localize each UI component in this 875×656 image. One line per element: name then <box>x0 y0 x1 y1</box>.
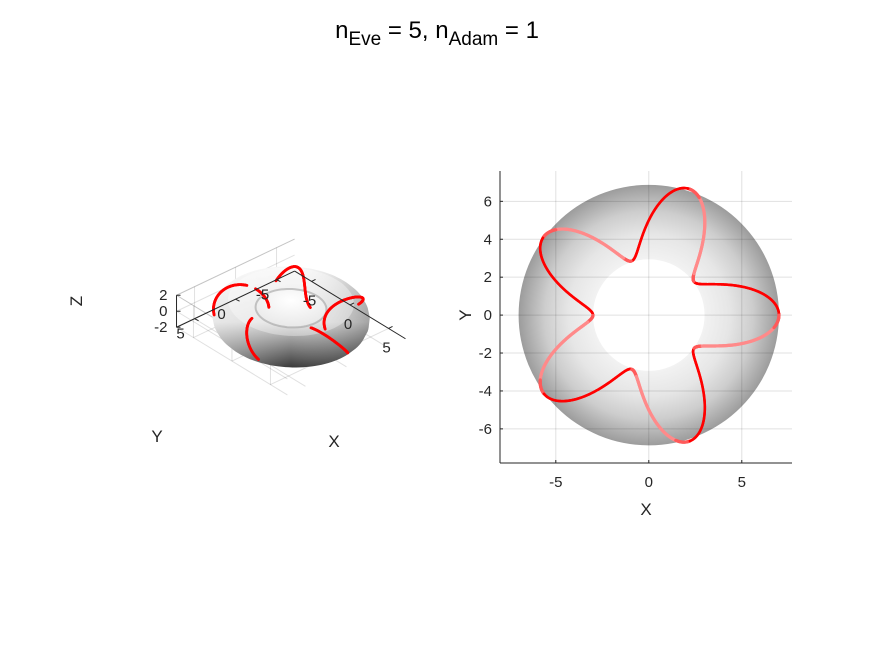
wall-gridline <box>176 326 288 396</box>
axes-3d: -505-505-202 <box>154 270 406 356</box>
x-tick-label-top: 0 <box>645 474 653 491</box>
x-tick-label-3d: 0 <box>344 316 352 333</box>
torus-hole-edge-3d <box>254 288 328 329</box>
grid-top <box>500 171 792 463</box>
figure-title: nEve = 5, nAdam = 1 <box>335 17 539 50</box>
curve-top <box>538 186 781 444</box>
y-tick-label-top: 0 <box>484 307 492 324</box>
x-axis-label-3d: X <box>328 432 339 451</box>
z-axis-label-3d: Z <box>67 296 86 306</box>
z-tick-label-3d: -2 <box>154 319 167 336</box>
y-tick-mark-3d <box>276 279 281 283</box>
x-tick-mark-3d <box>311 278 316 282</box>
torus-3d-plot: -505-505-202 X Y Z <box>67 238 406 451</box>
x-tick-label-top: 5 <box>738 474 746 491</box>
y-tick-label-3d: -5 <box>256 287 269 304</box>
y-tick-mark-3d <box>235 298 240 302</box>
title-part: = 5, n <box>381 17 448 44</box>
x-tick-label-top: -5 <box>549 474 562 491</box>
title-subscript-adam: Adam <box>449 29 499 50</box>
title-part: = 1 <box>498 17 539 44</box>
torus-hole-3d <box>255 289 327 328</box>
x-tick-mark-3d <box>349 302 355 306</box>
torus-ring-top <box>518 184 779 446</box>
y-tick-label-top: -6 <box>479 421 492 438</box>
wall-edge <box>176 238 295 296</box>
z-tick-label-3d: 0 <box>159 303 167 320</box>
x-tick-label-3d: 5 <box>382 339 390 356</box>
y-axis-line-3d <box>176 270 295 328</box>
curve-3d <box>212 265 365 361</box>
y-tick-label-top: 4 <box>484 231 492 248</box>
y-tick-label-top: 2 <box>484 269 492 286</box>
y-tick-mark-3d <box>194 318 199 322</box>
torus-top-view-plot: -5 0 5 -6 -4 -2 0 2 4 6 X Y <box>456 171 792 519</box>
axes-top: -5 0 5 -6 -4 -2 0 2 4 6 <box>479 171 792 491</box>
x-tick-mark-3d <box>388 325 393 329</box>
y-axis-label-top: Y <box>456 309 475 320</box>
y-tick-label-top: -2 <box>479 345 492 362</box>
y-axis-label-3d: Y <box>151 427 162 446</box>
x-tick-label-3d: -5 <box>303 292 316 309</box>
title-part: n <box>335 17 348 44</box>
y-tick-label-3d: 0 <box>217 306 225 323</box>
torus-surface-top <box>518 184 779 446</box>
y-tick-label-top: 6 <box>484 193 492 210</box>
z-tick-label-3d: 2 <box>159 287 167 304</box>
y-tick-label-top: -4 <box>479 383 492 400</box>
wall-gridline <box>176 238 295 296</box>
y-tick-label-3d: 5 <box>176 326 184 343</box>
x-axis-label-top: X <box>640 500 651 519</box>
title-subscript-eve: Eve <box>348 29 381 50</box>
